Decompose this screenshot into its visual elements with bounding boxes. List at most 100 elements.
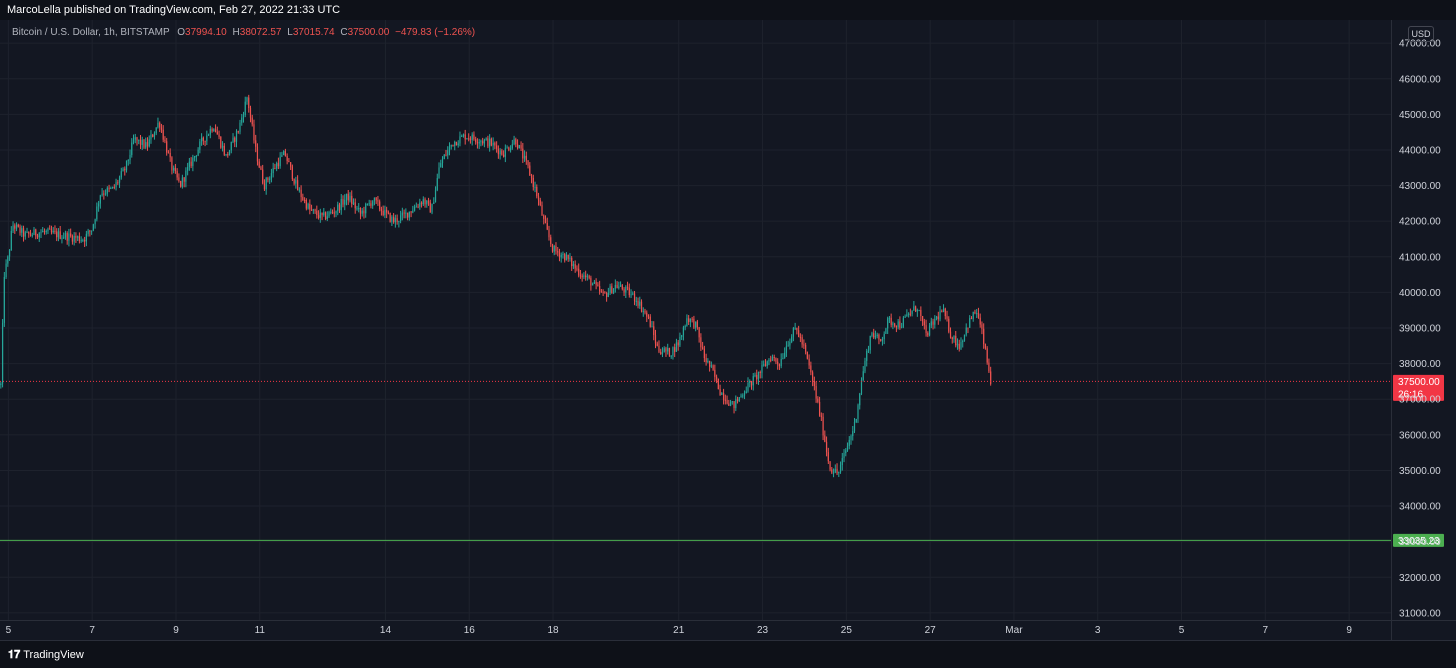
candle-body: [511, 144, 513, 149]
candle-body: [869, 336, 871, 351]
candle-body: [162, 129, 164, 140]
candle-body: [609, 286, 611, 293]
candle-body: [564, 254, 566, 261]
countdown-label: 26:16: [1398, 389, 1423, 400]
candle-body: [125, 160, 128, 171]
candle-body: [983, 328, 985, 345]
y-tick-label: 38000.00: [1399, 359, 1441, 370]
candle-body: [309, 203, 311, 210]
candle-body: [152, 134, 154, 137]
candle-body: [955, 335, 957, 346]
candle-body: [36, 235, 39, 238]
candle-body: [829, 461, 831, 470]
candle-body: [448, 146, 451, 151]
candle-body: [874, 336, 877, 338]
candle-body: [855, 418, 857, 423]
candle-body: [153, 133, 156, 137]
candle-body: [24, 232, 26, 237]
candle-body: [19, 226, 21, 233]
high-value: 38072.57: [239, 27, 282, 38]
candle-body: [862, 371, 864, 380]
tradingview-logo[interactable]: 𝟏𝟕 TradingView: [8, 648, 84, 662]
candle-body: [614, 284, 616, 289]
candle-body: [115, 182, 117, 188]
candle-body: [890, 317, 892, 325]
candle-body: [990, 371, 992, 384]
candle-body: [17, 224, 19, 227]
candle-body: [412, 210, 414, 213]
candle-body: [942, 308, 945, 312]
candle-body: [951, 337, 953, 340]
price-level-label: 37500.00: [1398, 377, 1440, 388]
candle-body: [831, 469, 833, 473]
candle-body: [127, 160, 129, 162]
candle-body: [509, 148, 512, 151]
candle-body: [7, 256, 9, 264]
candle-body: [419, 202, 421, 207]
candle-body: [197, 149, 199, 156]
candle-body: [398, 220, 400, 222]
candle-body: [616, 284, 618, 288]
candle-body: [656, 343, 658, 346]
candle-body: [822, 416, 824, 436]
candle-body: [791, 336, 793, 343]
candle-body: [546, 223, 548, 230]
candle-body: [85, 233, 87, 242]
candle-body: [642, 310, 644, 312]
candle-body: [59, 231, 61, 239]
candle-body: [483, 139, 486, 144]
candle-body: [146, 142, 149, 147]
candle-body: [310, 209, 313, 211]
candle-body: [352, 202, 355, 204]
candle-body: [248, 97, 250, 109]
candle-body: [640, 301, 643, 312]
candle-body: [864, 360, 866, 372]
candle-body: [106, 187, 108, 194]
currency-button[interactable]: USD: [1408, 26, 1434, 42]
y-tick-label: 32000.00: [1399, 573, 1441, 584]
price-chart[interactable]: 37500.0026:1633035.2347000.0046000.00450…: [0, 20, 1456, 640]
candle-body: [375, 197, 377, 201]
candle-body: [312, 209, 314, 211]
candle-body: [750, 381, 753, 386]
candle-body: [270, 173, 273, 179]
candle-body: [658, 345, 660, 352]
chart-area[interactable]: 37500.00 26:16 33035.23 47000.00 46000.00 450…: [0, 20, 1456, 640]
candle-body: [757, 372, 760, 380]
candle-body: [239, 122, 241, 132]
candle-body: [344, 199, 346, 205]
candle-body: [155, 127, 157, 134]
candle-body: [157, 122, 159, 128]
candle-body: [468, 138, 470, 140]
candle-body: [710, 365, 712, 367]
candle-body: [228, 150, 231, 156]
candle-body: [8, 250, 11, 257]
candle-body: [548, 229, 550, 238]
candle-body: [26, 231, 28, 233]
candle-body: [853, 422, 856, 432]
candle-body: [455, 141, 458, 146]
candle-body: [986, 348, 988, 363]
candle-body: [417, 206, 419, 208]
candle-body: [382, 210, 384, 216]
candle-body: [871, 333, 873, 337]
candle-body: [784, 352, 786, 358]
candle-body: [3, 277, 5, 323]
candle-body: [597, 284, 599, 286]
candle-body: [818, 401, 821, 416]
candle-body: [40, 232, 42, 234]
candle-body: [553, 245, 555, 252]
candle-body: [628, 287, 630, 296]
candle-body: [525, 155, 527, 161]
candle-body: [646, 312, 648, 317]
candle-body: [431, 203, 433, 213]
y-tick-label: 46000.00: [1399, 74, 1441, 85]
candle-body: [565, 254, 568, 261]
candle-body: [663, 348, 665, 353]
candle-body: [904, 316, 906, 318]
candle-body: [532, 177, 534, 188]
candle-body: [436, 178, 438, 191]
candle-body: [478, 142, 480, 144]
ohlc-legend: Bitcoin / U.S. Dollar, 1h, BITSTAMP O379…: [12, 27, 475, 38]
candle-body: [450, 144, 452, 147]
